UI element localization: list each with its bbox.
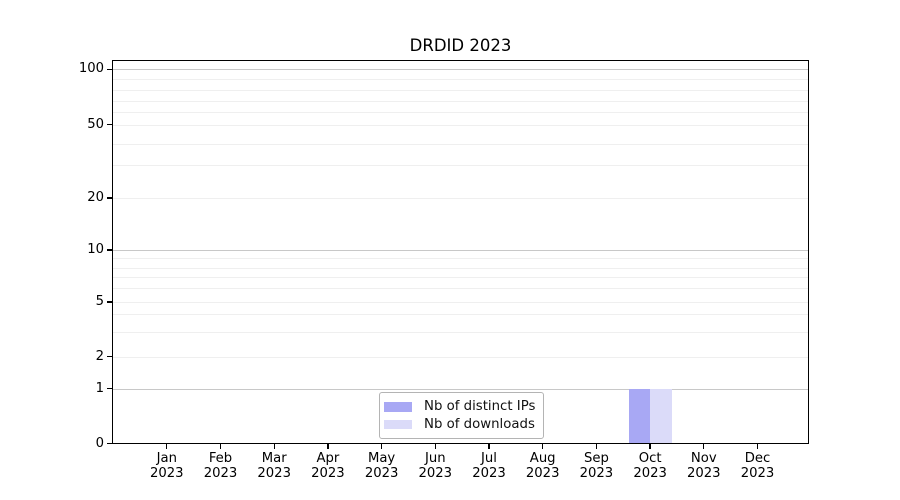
x-tick-month: Jan (156, 450, 177, 466)
x-tick-year: 2023 (203, 466, 238, 481)
y-axis-tick (106, 387, 112, 390)
y-axis-tick (106, 197, 112, 199)
y-gridline-minor (112, 302, 809, 303)
x-tick-month: Jun (424, 450, 446, 466)
y-gridline-major (112, 69, 809, 71)
x-axis-tick (703, 443, 705, 449)
x-axis-tick (488, 443, 490, 449)
legend: Nb of distinct IPs Nb of downloads (379, 392, 544, 439)
y-gridline-minor (112, 268, 809, 270)
x-axis-tick-label: Aug 2023 (511, 451, 575, 482)
y-gridline-minor (112, 198, 809, 199)
x-axis-tick-label: Oct 2023 (618, 451, 682, 482)
x-axis-tick-label: Jul 2023 (457, 451, 521, 482)
y-gridline-minor (112, 101, 809, 103)
y-axis-tick-label: 100 (78, 61, 104, 77)
bar-nb-of-distinct-ips (628, 388, 651, 444)
y-axis-tick (106, 68, 112, 70)
y-axis-tick-label: 1 (95, 380, 104, 396)
y-axis-tick-label: 2 (95, 348, 104, 364)
x-axis-tick (327, 443, 329, 449)
y-gridline-minor (112, 112, 809, 113)
y-gridline-minor (112, 89, 809, 91)
y-axis-tick-label: 10 (87, 242, 104, 257)
y-axis-tick (106, 355, 112, 358)
x-tick-year: 2023 (740, 466, 775, 481)
y-axis-tick (106, 249, 112, 251)
x-tick-year: 2023 (311, 466, 345, 481)
y-axis-tick (106, 442, 112, 445)
y-gridline-minor (112, 79, 809, 81)
x-tick-month: Mar (261, 450, 287, 466)
x-tick-month: Jul (481, 450, 497, 466)
y-gridline-minor (112, 331, 809, 333)
x-axis-tick (595, 443, 598, 449)
y-gridline-major (112, 250, 809, 251)
x-axis-tick-label: Mar 2023 (242, 451, 306, 482)
x-axis-tick-label: Feb 2023 (189, 451, 253, 482)
plot-area (112, 60, 809, 444)
y-gridline-minor (112, 124, 809, 126)
x-axis-tick-label: Nov 2023 (672, 451, 736, 482)
x-axis-tick-label: Sep 2023 (564, 451, 628, 482)
bar-nb-of-downloads (650, 388, 672, 444)
x-tick-month: Apr (316, 450, 340, 466)
y-gridline-minor (112, 277, 809, 279)
y-gridline-minor (112, 356, 809, 358)
y-gridline-minor (112, 314, 809, 316)
y-axis-tick-label: 0 (95, 435, 104, 451)
x-tick-month: Oct (638, 450, 662, 466)
x-tick-month: Dec (744, 450, 771, 466)
x-tick-month: Aug (529, 450, 556, 466)
x-axis-tick-label: May 2023 (350, 451, 414, 482)
x-tick-year: 2023 (633, 466, 667, 481)
x-axis-tick-label: Dec 2023 (726, 451, 790, 482)
x-tick-month: Feb (208, 450, 233, 466)
x-axis-tick (380, 443, 383, 449)
y-gridline-minor (112, 143, 809, 145)
x-axis-tick (756, 443, 759, 449)
x-axis-tick-label: Jun 2023 (403, 451, 467, 482)
y-gridline-minor (112, 258, 809, 260)
x-tick-year: 2023 (364, 466, 399, 481)
x-tick-year: 2023 (418, 466, 453, 481)
legend-entry: Nb of distinct IPs (384, 398, 536, 416)
x-tick-year: 2023 (257, 466, 291, 481)
legend-entry: Nb of downloads (384, 416, 536, 434)
x-axis-tick-label: Jan 2023 (135, 451, 199, 482)
x-axis-tick (649, 443, 651, 449)
plot-frame (112, 60, 809, 444)
y-gridline-minor (112, 287, 809, 289)
x-axis-tick-label: Apr 2023 (296, 451, 360, 482)
x-axis-tick (273, 443, 275, 449)
x-tick-month: May (367, 450, 396, 466)
x-tick-month: Sep (583, 450, 609, 466)
y-axis-tick-label: 50 (87, 116, 104, 132)
y-axis-tick-label: 20 (87, 190, 104, 205)
y-gridline-minor (112, 165, 809, 167)
y-gridline-major (112, 388, 809, 390)
x-axis-tick (542, 443, 544, 449)
legend-swatch-nb-of-downloads (384, 419, 412, 429)
x-tick-year: 2023 (150, 466, 184, 481)
y-axis-tick-label: 5 (95, 294, 104, 309)
y-axis-tick (106, 124, 112, 126)
x-tick-year: 2023 (687, 466, 721, 481)
x-tick-year: 2023 (579, 466, 614, 481)
x-tick-year: 2023 (472, 466, 506, 481)
x-axis-tick (219, 443, 222, 449)
x-tick-year: 2023 (525, 466, 560, 481)
chart-title: DRDID 2023 (409, 36, 512, 55)
x-axis-tick (434, 443, 436, 449)
x-axis-tick (166, 443, 168, 449)
x-tick-month: Nov (690, 450, 717, 466)
legend-swatch-nb-of-distinct-ips (384, 402, 412, 412)
legend-label: Nb of distinct IPs (424, 399, 536, 415)
legend-label: Nb of downloads (424, 416, 535, 432)
y-axis-tick (106, 301, 112, 303)
